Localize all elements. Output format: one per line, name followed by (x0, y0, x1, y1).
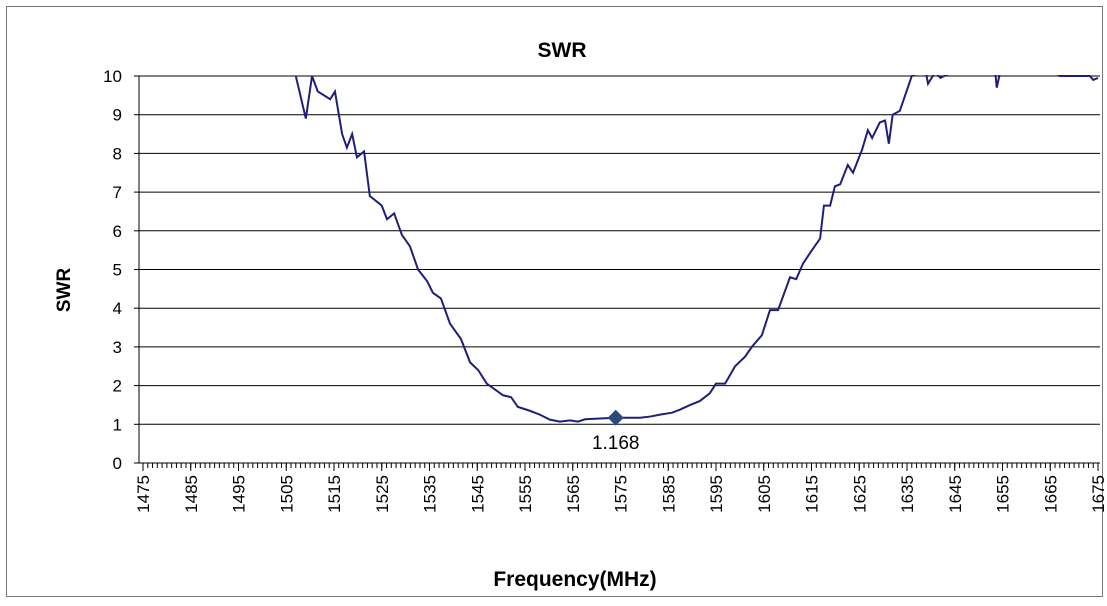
x-tick-label: 1585 (659, 475, 678, 513)
x-tick-label: 1595 (707, 475, 726, 513)
y-tick-label: 9 (113, 106, 122, 125)
y-tick-label: 10 (103, 67, 122, 86)
y-tick-label: 3 (113, 338, 122, 357)
x-tick-label: 1565 (564, 475, 583, 513)
chart-title: SWR (538, 39, 587, 62)
data-line (294, 75, 1099, 423)
x-tick-label: 1635 (898, 475, 917, 513)
y-tick-label: 5 (113, 261, 122, 280)
x-tick-label: 1505 (277, 475, 296, 513)
x-tick-label: 1545 (468, 475, 487, 513)
x-tick-label: 1475 (134, 475, 153, 513)
x-tick-label: 1575 (612, 475, 631, 513)
y-tick-label: 0 (113, 454, 122, 473)
marker-point (607, 409, 624, 426)
x-tick-label: 1645 (946, 475, 965, 513)
plot-area (294, 75, 1099, 423)
x-tick-label: 1525 (373, 475, 392, 513)
y-tick-label: 1 (113, 415, 122, 434)
y-tick-label: 4 (113, 299, 122, 318)
x-tick-label: 1655 (994, 475, 1013, 513)
marker-label: 1.168 (592, 433, 640, 454)
x-tick-label: 1625 (850, 475, 869, 513)
x-tick-label: 1605 (755, 475, 774, 513)
y-tick-label: 2 (113, 377, 122, 396)
x-tick-label: 1535 (421, 475, 440, 513)
x-tick-label: 1675 (1089, 475, 1107, 513)
x-tick-label: 1555 (516, 475, 535, 513)
x-tick-label: 1485 (182, 475, 201, 513)
y-axis-label: SWR (54, 268, 75, 313)
x-axis-label: Frequency(MHz) (493, 568, 656, 591)
y-tick-label: 7 (113, 183, 122, 202)
x-tick-label: 1665 (1041, 475, 1060, 513)
x-tick-label: 1515 (325, 475, 344, 513)
y-tick-label: 8 (113, 144, 122, 163)
chart-frame (6, 6, 1103, 597)
x-tick-label: 1615 (803, 475, 822, 513)
y-tick-label: 6 (113, 222, 122, 241)
x-tick-label: 1495 (230, 475, 249, 513)
